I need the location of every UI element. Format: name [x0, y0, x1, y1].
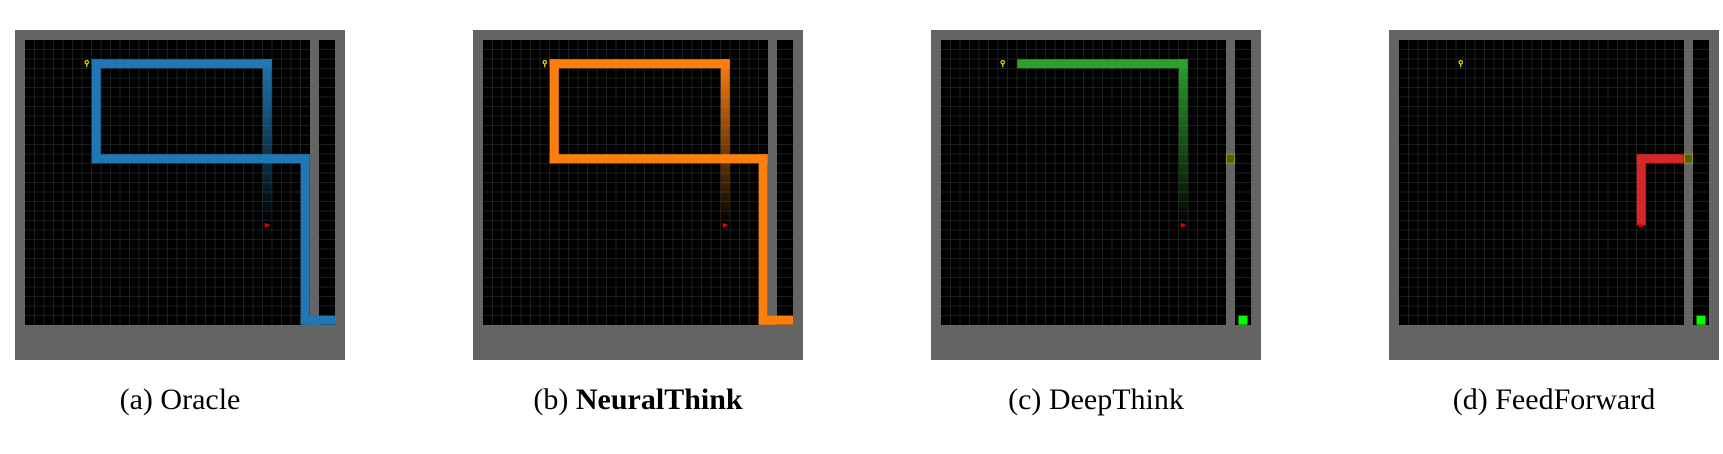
maze-feedforward [1389, 30, 1719, 360]
maze-deepthink [931, 30, 1261, 360]
trajectory-segment [549, 59, 730, 69]
trajectory-segment [91, 59, 101, 164]
caption-name: Oracle [160, 383, 241, 416]
trajectory-segment [758, 154, 768, 325]
trajectory-segment [1636, 154, 1646, 226]
trajectory-segment [1636, 154, 1684, 164]
trajectory-segment [1017, 59, 1188, 69]
trajectory-segment [1178, 59, 1188, 226]
trajectory-segment [91, 154, 310, 164]
goal-icon [1238, 315, 1248, 325]
caption-label: (d) [1452, 383, 1488, 416]
agent-icon [1180, 222, 1187, 228]
key-icon [84, 59, 90, 68]
maze-oracle [15, 30, 345, 360]
caption-label: (c) [1008, 383, 1042, 416]
caption-name: NeuralThink [575, 383, 743, 416]
caption-deepthink: (c) DeepThink [916, 383, 1276, 417]
panel-deepthink [931, 30, 1261, 360]
trajectory-segment [549, 59, 559, 164]
trajectory-segment [549, 154, 768, 164]
caption-name: DeepThink [1048, 383, 1184, 416]
grid-lines [1399, 40, 1709, 325]
trajectory-segment [91, 59, 272, 69]
agent-icon [722, 222, 729, 228]
key-icon [1458, 59, 1464, 68]
caption-neuralthink: (b) NeuralThink [458, 383, 818, 417]
caption-label: (a) [119, 383, 153, 416]
grid-lines [25, 40, 335, 325]
goal-icon [1696, 315, 1706, 325]
trajectory-segment [300, 154, 310, 325]
grid-lines [483, 40, 793, 325]
panel-feedforward [1389, 30, 1719, 360]
agent-icon [1638, 222, 1645, 228]
caption-oracle: (a) Oracle [0, 383, 360, 417]
panel-oracle [15, 30, 345, 360]
key-icon [542, 59, 548, 68]
door-icon [1684, 153, 1693, 164]
panel-neuralthink [473, 30, 803, 360]
trajectory-end [758, 315, 793, 325]
trajectory-end [300, 315, 335, 325]
door-icon [1226, 153, 1235, 164]
maze-neuralthink [473, 30, 803, 360]
key-icon [1000, 59, 1006, 68]
agent-icon [264, 222, 271, 228]
trajectory-segment [720, 59, 730, 226]
trajectory-segment [262, 59, 272, 226]
caption-label: (b) [533, 383, 569, 416]
caption-feedforward: (d) FeedForward [1374, 383, 1723, 417]
caption-name: FeedForward [1495, 383, 1656, 416]
grid-lines [941, 40, 1251, 325]
